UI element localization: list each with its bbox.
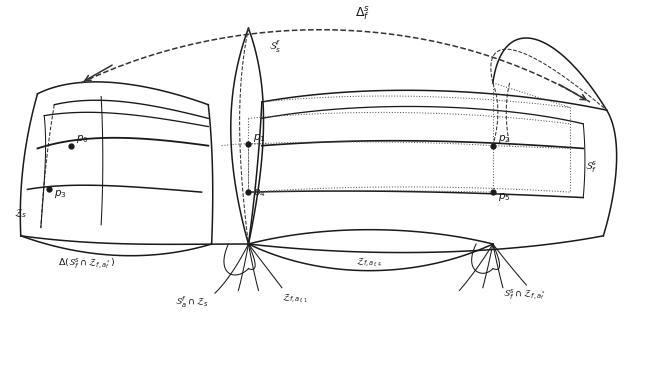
Text: $p_0$: $p_0$: [76, 133, 89, 145]
Text: $\mathcal{S}_a^f \cap \mathcal{Z}_s$: $\mathcal{S}_a^f \cap \mathcal{Z}_s$: [174, 295, 209, 310]
Text: $p_5$: $p_5$: [498, 191, 511, 203]
Text: $p_2$: $p_2$: [498, 133, 511, 145]
Text: $p_4$: $p_4$: [253, 187, 266, 199]
Text: $\mathcal{S}_f^s$: $\mathcal{S}_f^s$: [584, 160, 597, 175]
Text: $\mathcal{S}_s^f$: $\mathcal{S}_s^f$: [268, 38, 281, 55]
Text: $\mathcal{Z}_{f,a_{f,1}}$: $\mathcal{Z}_{f,a_{f,1}}$: [282, 293, 307, 305]
Text: $\mathcal{Z}_s$: $\mathcal{Z}_s$: [14, 208, 28, 220]
Text: $\mathcal{Z}_{f,a_{f,4}}$: $\mathcal{Z}_{f,a_{f,4}}$: [356, 257, 381, 269]
Text: $p_1$: $p_1$: [253, 132, 266, 144]
Text: $\Delta_f^s$: $\Delta_f^s$: [355, 4, 370, 22]
Text: $p_3$: $p_3$: [54, 188, 67, 200]
Text: $\mathcal{S}_f^s \cap \mathcal{Z}_{f,a_f^*}$: $\mathcal{S}_f^s \cap \mathcal{Z}_{f,a_f…: [503, 287, 546, 303]
Text: $\Delta(\mathcal{S}_f^s \cap \mathcal{Z}_{f,a_f^*})$: $\Delta(\mathcal{S}_f^s \cap \mathcal{Z}…: [58, 256, 115, 271]
